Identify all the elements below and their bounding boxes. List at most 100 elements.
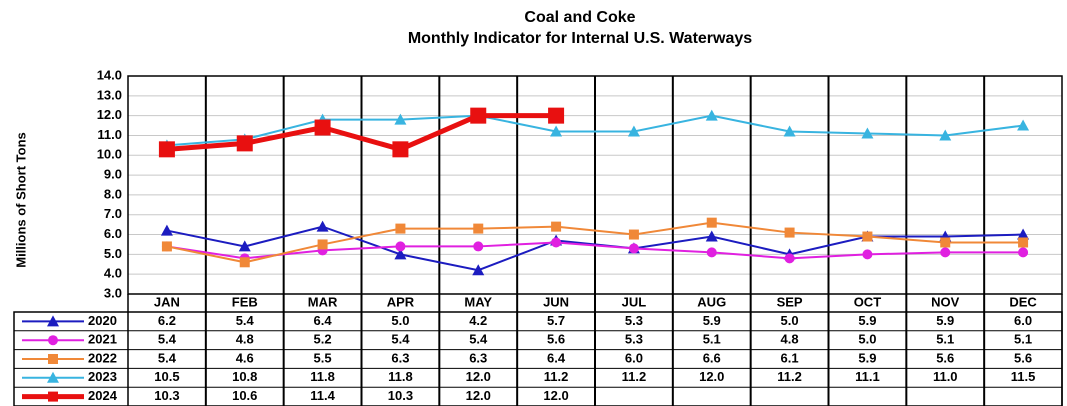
table-cell: 12.0 [543,388,568,403]
marker [314,119,331,136]
marker [548,107,565,124]
table-cell: 10.5 [154,369,179,384]
marker [862,231,873,242]
table-cell: 4.8 [236,332,254,347]
table-cell: 6.0 [1014,313,1032,328]
table-cell: 11.0 [933,369,958,384]
x-tick-label: OCT [854,294,882,309]
table-cell: 5.4 [236,313,255,328]
table-cell: 5.9 [858,313,876,328]
marker [550,125,563,137]
table-cell: 6.3 [469,350,487,365]
table-cell: 5.1 [703,332,721,347]
legend-label: 2020 [88,313,117,328]
legend-label: 2021 [88,332,117,347]
marker [472,264,485,276]
marker [473,223,484,234]
table-cell: 10.3 [388,388,413,403]
x-tick-label: AUG [697,294,726,309]
table-cell: 5.1 [936,332,954,347]
table-cell: 5.4 [391,332,410,347]
table-cell: 5.3 [625,313,643,328]
marker [551,237,562,248]
table-cell: 5.9 [703,313,721,328]
series-line [166,113,557,152]
x-tick-label: FEB [232,294,258,309]
legend-marker [48,391,58,402]
marker [939,129,952,141]
marker [1017,228,1030,240]
table-cell: 4.8 [781,332,799,347]
table-cell: 12.0 [466,388,491,403]
marker [862,249,873,260]
table-cell: 11.2 [777,369,802,384]
legend-label: 2022 [88,350,117,365]
table-cell: 11.5 [1011,369,1036,384]
marker [940,247,951,258]
marker [940,237,951,248]
table-cell: 12.0 [699,369,724,384]
table-cell: 6.6 [703,350,721,365]
x-tick-label: NOV [931,294,960,309]
table-cell: 11.1 [855,369,880,384]
table-cell: 5.6 [936,350,954,365]
marker [784,227,795,238]
y-tick-label: 10.0 [97,147,122,162]
table-cell: 5.3 [625,332,643,347]
table-cell: 5.4 [158,350,177,365]
legend-marker [47,371,59,383]
x-tick-label: SEP [777,294,803,309]
marker [395,241,406,252]
table-cell: 4.2 [469,313,487,328]
table-cell: 5.9 [858,350,876,365]
legend-marker [48,354,58,364]
marker [551,221,562,232]
marker [1018,237,1029,248]
table-cell: 11.8 [310,369,335,384]
table-cell: 10.8 [232,369,257,384]
series-line [166,241,1024,260]
table-cell: 5.4 [158,332,177,347]
table-cell: 11.2 [544,369,569,384]
y-tick-label: 13.0 [97,87,122,102]
table-cell: 11.8 [388,369,413,384]
marker [317,239,328,250]
x-tick-label: APR [387,294,415,309]
table-cell: 5.0 [391,313,409,328]
marker [316,220,329,232]
y-tick-label: 5.0 [104,246,122,261]
table-cell: 6.4 [314,313,333,328]
marker [160,224,173,236]
marker [470,107,487,124]
chart-subtitle: Monthly Indicator for Internal U.S. Wate… [408,30,752,47]
y-axis-label: Millions of Short Tons [13,132,28,268]
marker [1018,247,1029,258]
table-cell: 11.4 [310,388,335,403]
marker [705,230,718,242]
marker [394,113,407,125]
y-tick-label: 7.0 [104,206,122,221]
y-tick-label: 11.0 [97,127,122,142]
marker [161,241,172,252]
table-cell: 5.2 [314,332,332,347]
marker [783,125,796,137]
y-tick-label: 9.0 [104,167,122,182]
marker [394,248,407,260]
x-tick-label: JAN [154,294,180,309]
table-cell: 5.7 [547,313,565,328]
marker [239,257,250,268]
y-tick-label: 4.0 [104,266,122,281]
series-line [166,114,1024,147]
table-cell: 5.9 [936,313,954,328]
table-cell: 6.3 [391,350,409,365]
marker [705,109,718,121]
marker [784,253,795,264]
table-cell: 5.1 [1014,332,1032,347]
x-tick-label: MAY [464,294,492,309]
marker [236,135,253,152]
y-tick-label: 3.0 [104,285,122,300]
table-cell: 11.2 [622,369,647,384]
legend-label: 2024 [88,388,118,403]
table-cell: 5.0 [781,313,799,328]
